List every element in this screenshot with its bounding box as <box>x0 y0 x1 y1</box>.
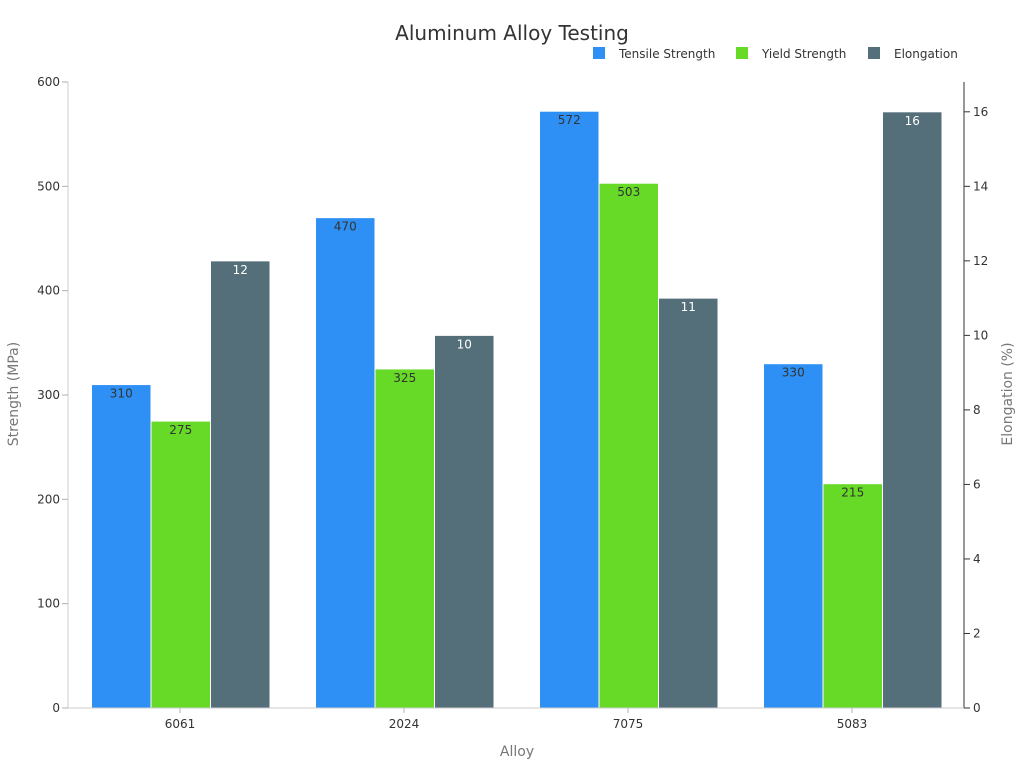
data-label-elongation-5083: 16 <box>905 114 920 128</box>
bar-elongation-6061 <box>210 260 271 709</box>
x-tick-label: 6061 <box>165 717 196 731</box>
y2-tick-label: 6 <box>973 477 981 491</box>
legend-swatch-yield-strength <box>736 47 748 59</box>
data-label-elongation-2024: 10 <box>457 337 472 351</box>
x-axis-label: Alloy <box>500 744 534 760</box>
y-tick-label: 0 <box>52 701 60 715</box>
y2-axis-label: Elongation (%) <box>1000 342 1016 445</box>
y-tick-label: 300 <box>37 388 60 402</box>
y-tick-label: 100 <box>37 597 60 611</box>
y-tick-label: 400 <box>37 284 60 298</box>
y2-tick-label: 12 <box>973 254 988 268</box>
bar-tensile-strength-2024 <box>315 217 376 709</box>
data-label-tensile-strength-5083: 330 <box>782 366 805 380</box>
bar-tensile-strength-6061 <box>91 384 152 709</box>
bar-yield-strength-5083 <box>822 483 883 709</box>
data-label-yield-strength-5083: 215 <box>841 486 864 500</box>
y-tick-label: 200 <box>37 492 60 506</box>
data-label-yield-strength-7075: 503 <box>617 185 640 199</box>
bar-elongation-5083 <box>882 111 943 709</box>
data-label-yield-strength-6061: 275 <box>169 423 192 437</box>
data-label-tensile-strength-2024: 470 <box>334 220 357 234</box>
axes-group: 6061 2024 7075 5083 0 100 200 300 400 500 600 0 2 4 6 8… <box>37 75 988 731</box>
chart-title: Aluminum Alloy Testing <box>395 21 629 45</box>
y2-tick-label: 4 <box>973 552 981 566</box>
bar-yield-strength-2024 <box>374 368 435 709</box>
bar-yield-strength-7075 <box>598 182 659 709</box>
data-label-elongation-6061: 12 <box>233 263 248 277</box>
bar-elongation-7075 <box>658 297 719 709</box>
bar-elongation-2024 <box>434 334 495 709</box>
y-tick-label: 500 <box>37 179 60 193</box>
bar-yield-strength-6061 <box>150 420 211 709</box>
y2-tick-label: 2 <box>973 626 981 640</box>
legend: Tensile Strength Yield Strength Elongation <box>593 47 958 61</box>
bar-tensile-strength-7075 <box>539 110 600 709</box>
bar-tensile-strength-5083 <box>763 363 824 709</box>
y2-tick-label: 16 <box>973 105 988 119</box>
bars-group <box>91 110 943 709</box>
data-label-tensile-strength-6061: 310 <box>110 387 133 401</box>
y2-tick-label: 10 <box>973 328 988 342</box>
y-axis-label: Strength (MPa) <box>6 342 22 446</box>
x-tick-label: 2024 <box>389 717 420 731</box>
legend-label-elongation: Elongation <box>894 47 958 61</box>
legend-label-tensile-strength: Tensile Strength <box>618 47 715 61</box>
y-tick-label: 600 <box>37 75 60 89</box>
legend-label-yield-strength: Yield Strength <box>761 47 846 61</box>
y2-tick-label: 0 <box>973 701 981 715</box>
legend-swatch-elongation <box>868 47 880 59</box>
x-tick-label: 7075 <box>613 717 644 731</box>
y2-tick-label: 8 <box>973 403 981 417</box>
data-label-yield-strength-2024: 325 <box>393 371 416 385</box>
x-tick-label: 5083 <box>837 717 868 731</box>
y2-tick-label: 14 <box>973 179 988 193</box>
bar-labels-group: 310 275 12 470 325 10 572 503 11 330 215 16 <box>110 113 920 499</box>
legend-swatch-tensile-strength <box>593 47 605 59</box>
data-label-tensile-strength-7075: 572 <box>558 113 581 127</box>
data-label-elongation-7075: 11 <box>681 300 696 314</box>
